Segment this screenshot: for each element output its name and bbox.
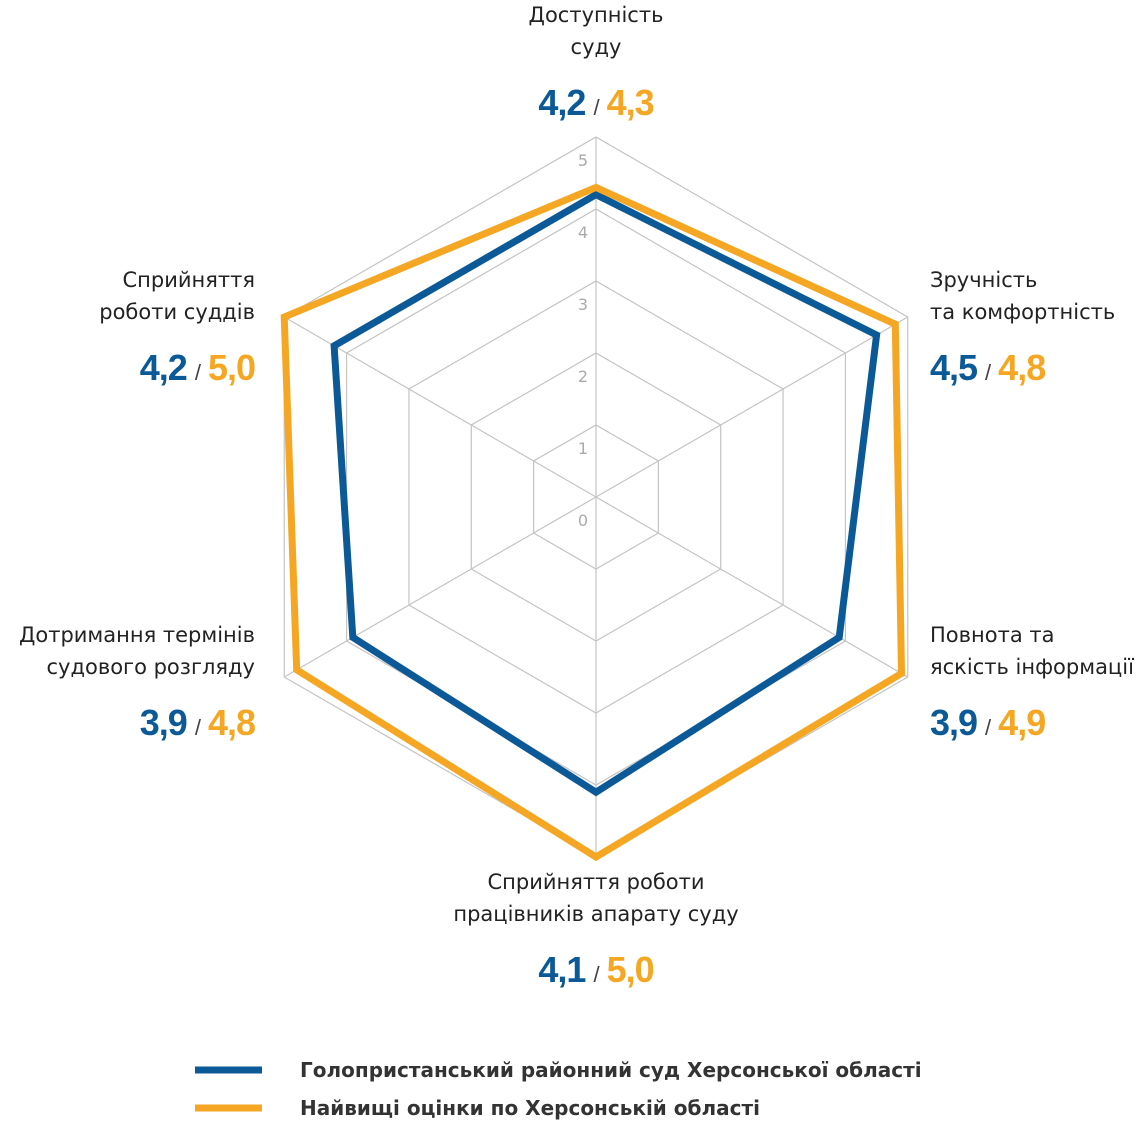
separator: / [593, 962, 600, 987]
category-label: Доступність [529, 3, 664, 27]
category-label: судового розгляду [46, 655, 255, 679]
separator: / [593, 95, 600, 120]
tick-label: 3 [578, 295, 588, 314]
category-label: суду [571, 35, 622, 59]
separator: / [195, 715, 202, 740]
category-label: Зручність [930, 268, 1037, 292]
value-label: 4,2 [538, 82, 585, 123]
axis-spoke [283, 496, 597, 678]
value-label: 4,8 [998, 347, 1045, 388]
separator: / [985, 360, 992, 385]
legend-label: Найвищі оцінки по Херсонській області [300, 1096, 760, 1120]
tick-label: 0 [578, 511, 588, 530]
series-outline [330, 190, 881, 797]
legend-label: Голопристанський районний суд Херсонсько… [300, 1058, 922, 1082]
category-label: Сприйняття роботи [487, 870, 704, 894]
value-labels: 3,9 /4,9 [930, 702, 1045, 743]
value-label: 4,8 [208, 702, 255, 743]
axis-spoke [595, 316, 909, 498]
category-label: яскість інформації [930, 655, 1134, 679]
value-label: 4,2 [140, 347, 187, 388]
axis-spoke [595, 496, 909, 678]
tick-label: 5 [578, 151, 588, 170]
value-label: 4,1 [538, 949, 586, 990]
category-label: працівників апарату суду [453, 902, 738, 926]
series-outline [280, 183, 906, 862]
value-label: 5,0 [607, 949, 654, 990]
value-label: 4,3 [607, 82, 654, 123]
tick-label: 4 [578, 223, 588, 242]
value-label: 3,9 [930, 702, 977, 743]
value-label: 3,9 [140, 702, 187, 743]
value-label: 4,5 [930, 347, 978, 388]
category-label: Дотримання термінів [19, 623, 255, 647]
separator: / [195, 360, 202, 385]
value-labels: 4,2 /5,0 [140, 347, 255, 388]
value-labels: 4,5 /4,8 [930, 347, 1045, 388]
category-label: та комфортність [930, 300, 1115, 324]
value-label: 4,9 [998, 702, 1045, 743]
category-label: Повнота та [930, 623, 1054, 647]
value-labels: 4,2 / 4,3 [538, 82, 653, 123]
category-label: роботи суддів [99, 300, 255, 324]
value-labels: 4,1 / 5,0 [538, 949, 653, 990]
separator: / [985, 715, 992, 740]
value-label: 5,0 [208, 347, 255, 388]
value-labels: 3,9 /4,8 [140, 702, 255, 743]
tick-label: 1 [578, 439, 588, 458]
tick-label: 2 [578, 367, 588, 386]
category-label: Сприйняття [123, 268, 255, 292]
